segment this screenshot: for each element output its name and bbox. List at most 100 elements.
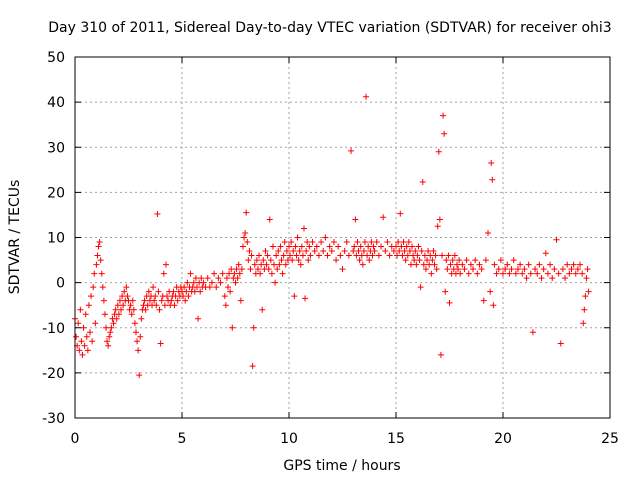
- data-point: [447, 261, 454, 268]
- data-point: [422, 266, 429, 273]
- x-tick-label: 10: [280, 431, 298, 447]
- data-point: [412, 248, 419, 255]
- data-point: [171, 302, 178, 309]
- data-point: [192, 275, 199, 282]
- data-point: [118, 306, 125, 313]
- x-axis-label: GPS time / hours: [283, 458, 400, 474]
- data-point: [521, 266, 528, 273]
- data-point: [290, 248, 297, 255]
- data-point: [86, 329, 93, 336]
- data-point: [386, 252, 393, 259]
- data-point: [405, 239, 412, 246]
- data-point: [309, 239, 316, 246]
- data-point: [286, 243, 292, 250]
- data-point: [246, 248, 253, 255]
- y-tick-label: 0: [56, 276, 65, 292]
- data-point: [130, 306, 137, 313]
- data-point: [396, 248, 403, 255]
- data-point: [489, 176, 496, 183]
- data-point: [158, 297, 165, 304]
- data-point: [414, 252, 421, 259]
- data-point: [343, 239, 350, 246]
- data-point: [442, 288, 449, 295]
- data-point: [208, 279, 215, 286]
- data-point: [320, 248, 327, 255]
- data-point: [500, 270, 506, 277]
- data-point: [451, 252, 458, 259]
- data-point: [555, 270, 562, 277]
- data-point: [472, 257, 479, 264]
- data-point: [426, 261, 433, 268]
- data-point: [359, 261, 366, 268]
- data-point: [568, 266, 575, 273]
- data-point: [357, 243, 364, 250]
- data-point: [283, 248, 290, 255]
- data-point: [79, 351, 86, 358]
- data-point: [532, 266, 539, 273]
- data-point: [540, 266, 547, 273]
- data-point: [353, 252, 360, 259]
- data-point: [135, 347, 142, 354]
- data-point: [123, 284, 130, 291]
- y-tick-label: 10: [47, 231, 65, 247]
- data-point: [127, 302, 134, 309]
- data-point: [400, 239, 407, 246]
- data-point: [170, 288, 177, 295]
- data-point: [358, 252, 365, 259]
- data-point: [164, 293, 171, 300]
- data-point: [326, 243, 333, 250]
- data-point: [278, 257, 285, 264]
- data-point: [303, 248, 310, 255]
- data-point: [250, 324, 257, 331]
- data-point: [91, 270, 98, 277]
- data-point: [401, 248, 408, 255]
- data-point: [141, 297, 148, 304]
- data-point: [315, 252, 322, 259]
- data-point: [439, 252, 446, 259]
- data-point: [90, 284, 97, 291]
- data-point: [105, 342, 112, 349]
- data-point: [239, 243, 246, 250]
- data-point: [371, 248, 378, 255]
- data-point: [553, 236, 560, 243]
- data-point: [364, 252, 371, 259]
- data-point: [495, 266, 502, 273]
- data-point: [241, 234, 248, 241]
- data-point: [81, 342, 88, 349]
- y-tick-label: 40: [47, 95, 65, 111]
- data-point: [238, 266, 245, 273]
- data-point: [112, 306, 119, 313]
- data-point: [322, 234, 329, 241]
- data-point: [213, 284, 220, 291]
- y-tick-label: 20: [47, 185, 65, 201]
- y-tick-label: -20: [42, 366, 65, 382]
- data-point: [267, 257, 274, 264]
- data-point: [502, 266, 509, 273]
- data-point: [237, 297, 244, 304]
- data-point: [80, 324, 87, 331]
- data-point: [436, 216, 443, 223]
- data-point: [88, 293, 95, 300]
- data-point: [152, 293, 159, 300]
- data-point: [311, 248, 318, 255]
- data-point: [183, 288, 190, 295]
- data-point: [424, 257, 431, 264]
- data-point: [512, 270, 519, 277]
- data-point: [136, 372, 143, 379]
- data-point: [365, 243, 372, 250]
- data-point: [459, 261, 466, 268]
- data-point: [274, 266, 281, 273]
- data-point: [193, 284, 200, 291]
- data-point: [251, 261, 258, 268]
- data-points: [72, 93, 592, 379]
- data-point: [429, 257, 436, 264]
- data-point: [242, 229, 249, 236]
- data-point: [76, 347, 83, 354]
- data-point: [415, 243, 422, 250]
- data-point: [253, 257, 260, 264]
- data-point: [368, 239, 375, 246]
- data-point: [369, 252, 376, 259]
- data-point: [581, 306, 588, 313]
- data-point: [131, 320, 138, 327]
- data-point: [291, 293, 298, 300]
